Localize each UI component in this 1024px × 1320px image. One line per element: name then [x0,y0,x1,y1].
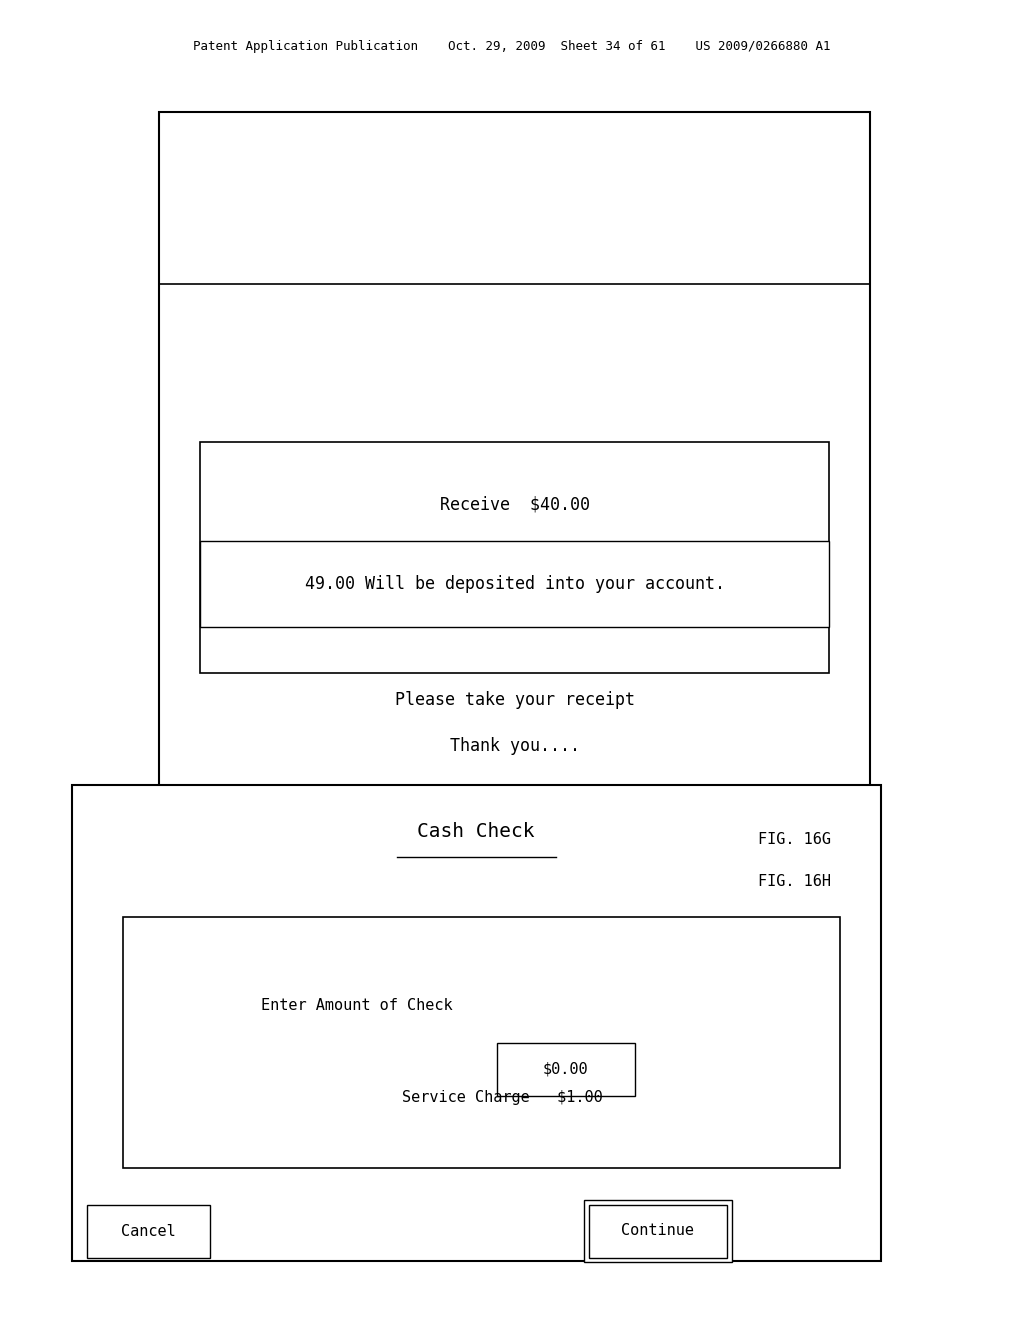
Text: Cash Check: Cash Check [418,822,535,841]
Text: Please take your receipt: Please take your receipt [394,690,635,709]
Text: Patent Application Publication    Oct. 29, 2009  Sheet 34 of 61    US 2009/02668: Patent Application Publication Oct. 29, … [194,40,830,53]
Text: Enter Amount of Check: Enter Amount of Check [261,998,453,1012]
Bar [123,917,840,1168]
Text: Receive  $40.00: Receive $40.00 [439,495,590,513]
Bar [200,442,829,673]
Text: $0.00: $0.00 [543,1061,589,1077]
Bar [87,1205,210,1258]
Text: FIG. 16G: FIG. 16G [758,832,830,846]
Bar [584,1200,732,1262]
Text: FIG. 16H: FIG. 16H [758,874,830,888]
Bar [200,541,829,627]
Text: Service Charge   $1.00: Service Charge $1.00 [402,1090,603,1105]
Bar [72,785,881,1261]
Bar [589,1205,727,1258]
Text: Cancel: Cancel [121,1224,176,1239]
Bar [497,1043,635,1096]
Bar [159,112,870,812]
Text: Thank you....: Thank you.... [450,737,580,755]
Text: Continue: Continue [622,1224,694,1238]
Text: 49.00 Will be deposited into your account.: 49.00 Will be deposited into your accoun… [304,576,725,593]
